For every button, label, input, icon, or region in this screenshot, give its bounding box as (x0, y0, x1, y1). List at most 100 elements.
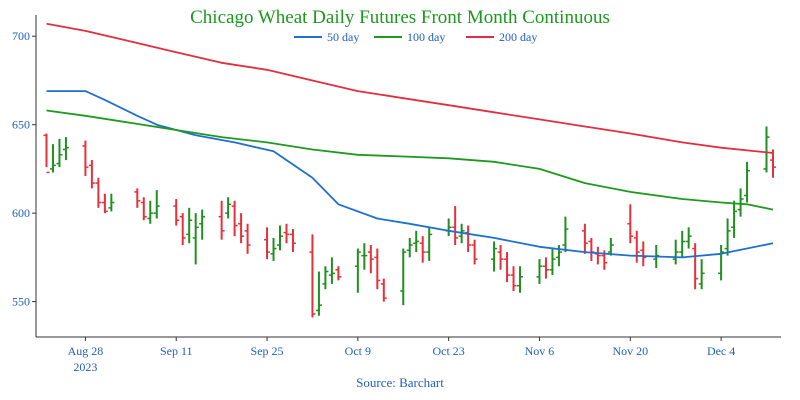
ohlc-bar (140, 197, 147, 221)
legend: 50 day 100 day 200 day (294, 30, 537, 44)
ohlc-bar (685, 227, 692, 249)
ohlc-bar (179, 213, 186, 245)
legend-label: 200 day (499, 30, 537, 44)
ohlc-bar (445, 218, 452, 237)
ohlc-bar (56, 138, 63, 168)
ohlc-bar (549, 248, 556, 276)
source-note: Source: Barchart (356, 375, 444, 390)
x-tick-label: Oct 9 (345, 344, 371, 358)
price-bars (43, 126, 776, 318)
y-tick-label: 600 (12, 206, 30, 220)
ohlc-bar (43, 133, 50, 174)
ohlc-bar (270, 237, 277, 261)
ohlc-bar (724, 218, 731, 256)
ohlc-bar (426, 227, 433, 261)
ohlc-bar (562, 216, 569, 253)
ohlc-bar (218, 200, 225, 240)
ma-line-100-day (46, 109, 774, 211)
ohlc-bar (744, 161, 751, 203)
ohlc-bar (289, 229, 296, 253)
ohlc-bar (95, 177, 102, 208)
ohlc-bar (354, 248, 361, 293)
ohlc-bar (737, 188, 744, 217)
ohlc-bar (465, 225, 472, 253)
ohlc-bar (497, 245, 504, 270)
x-tick-label: Dec 4 (707, 344, 735, 358)
ohlc-bar (192, 213, 199, 265)
ohlc-bar (491, 241, 498, 272)
ohlc-bar (335, 266, 342, 281)
ohlc-bar (328, 257, 335, 284)
x-tick-label: Sep 11 (160, 344, 193, 358)
ohlc-bar (536, 259, 543, 284)
ohlc-bar (186, 207, 193, 244)
ohlc-bar (607, 237, 614, 256)
ohlc-bar (231, 200, 238, 237)
ohlc-bar (283, 223, 290, 244)
ohlc-bar (413, 230, 420, 253)
ohlc-bar (225, 197, 232, 219)
x-tick-label: Nov 20 (612, 344, 648, 358)
ohlc-bar (380, 278, 387, 302)
y-tick-label: 700 (12, 29, 30, 43)
legend-label: 100 day (407, 30, 445, 44)
ohlc-bar (322, 266, 329, 290)
ohlc-bar (633, 230, 640, 263)
ohlc-bar (692, 243, 699, 290)
ohlc-bar (400, 248, 407, 306)
y-tick-label: 550 (12, 295, 30, 309)
ohlc-bar (517, 266, 524, 293)
ohlc-bar (542, 257, 549, 279)
ohlc-bar (471, 239, 478, 265)
legend-label: 50 day (327, 30, 359, 44)
ohlc-bar (770, 149, 776, 178)
ohlc-bar (452, 206, 459, 245)
ma-line-200-day (46, 22, 774, 154)
ohlc-bar (374, 248, 381, 290)
ohlc-bar (679, 230, 686, 258)
ohlc-bar (101, 193, 108, 214)
ohlc-bar (153, 190, 160, 219)
ohlc-bar (134, 188, 141, 208)
ohlc-bar (49, 144, 56, 173)
ohlc-bar (594, 246, 601, 265)
ohlc-bar (504, 252, 511, 283)
ohlc-bar (367, 245, 374, 274)
ohlc-bar (419, 236, 426, 263)
ohlc-bar (640, 241, 647, 267)
x-tick-label: Nov 6 (525, 344, 555, 358)
chart-title: Chicago Wheat Daily Futures Front Month … (190, 7, 610, 28)
ohlc-bar (82, 140, 89, 176)
ohlc-bar (698, 259, 705, 290)
x-tick-year: 2023 (73, 360, 97, 374)
ohlc-bar (62, 137, 69, 161)
ohlc-bar (731, 200, 738, 238)
ohlc-bar (244, 223, 251, 254)
ohlc-bar (510, 266, 517, 291)
ohlc-bar (88, 160, 95, 189)
x-axis-ticks: Aug 28 2023 Sep 11 Sep 25 Oct 9 Oct 23 Nov 6 No… (68, 337, 735, 374)
y-axis-ticks: 550 600 650 700 (12, 29, 36, 309)
ohlc-bar (147, 200, 154, 224)
ohlc-bar (718, 245, 725, 281)
ohlc-bar (108, 193, 115, 212)
ohlc-bar (173, 199, 180, 226)
ohlc-bar (277, 225, 284, 251)
ohlc-bar (199, 209, 206, 240)
ohlc-bar (588, 237, 595, 261)
ohlc-bar (315, 271, 322, 316)
ohlc-bar (264, 227, 271, 260)
x-tick-label: Sep 25 (251, 344, 284, 358)
ohlc-bar (309, 234, 316, 318)
ohlc-bar (672, 239, 679, 265)
x-tick-label: Aug 28 (68, 344, 104, 358)
moving-average-lines (46, 22, 774, 259)
x-tick-label: Oct 23 (432, 344, 464, 358)
ohlc-bar (581, 223, 588, 254)
ohlc-bar (238, 213, 245, 244)
ma-line-50-day (46, 90, 774, 259)
ohlc-bar (763, 126, 770, 173)
ohlc-bar (627, 204, 634, 244)
ohlc-bar (361, 243, 368, 270)
